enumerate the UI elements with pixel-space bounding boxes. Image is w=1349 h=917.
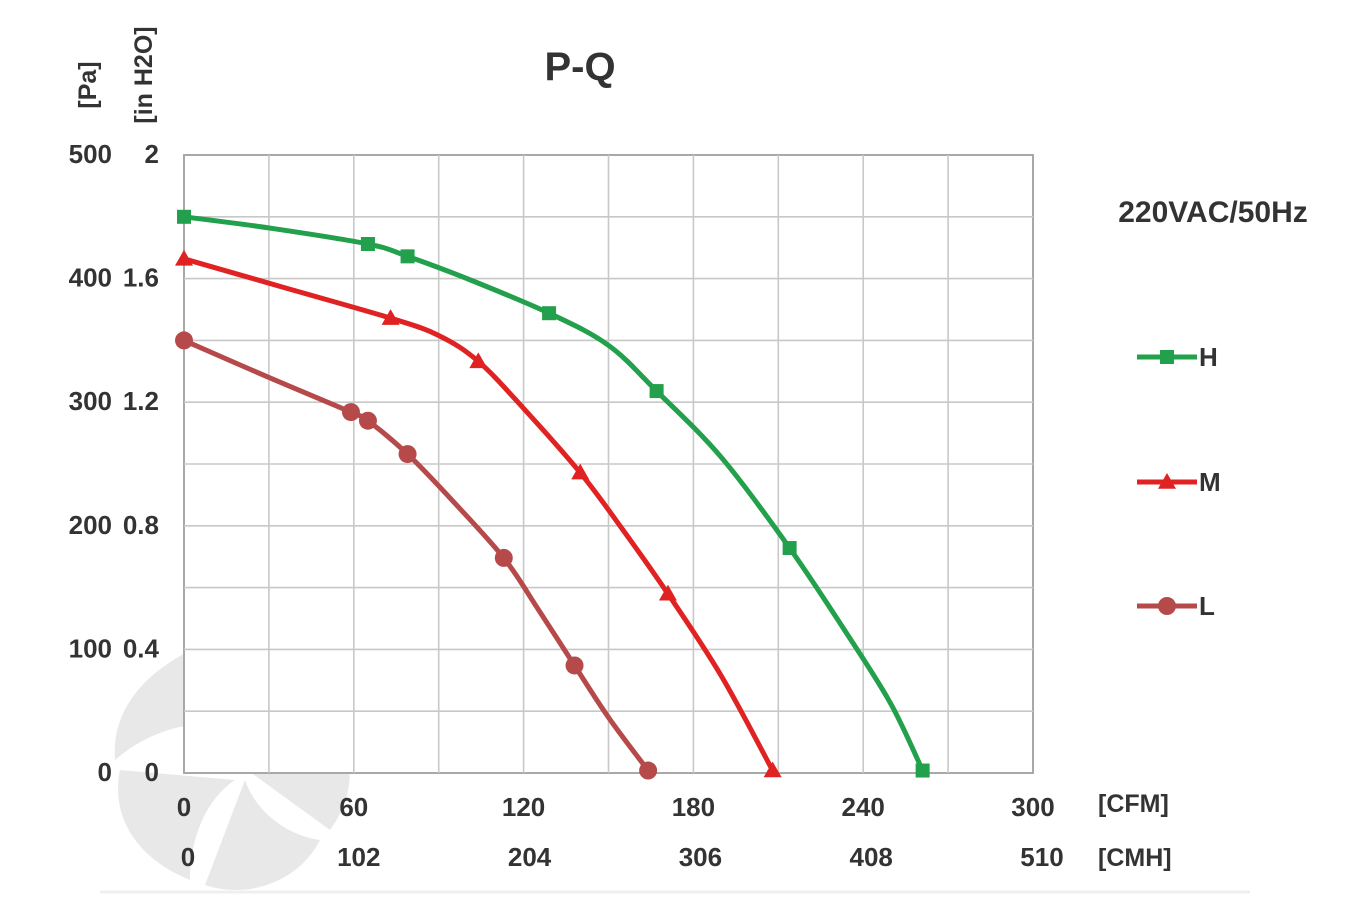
legend-label: H [1199, 342, 1218, 372]
y-tick-pa: 500 [69, 139, 112, 169]
chart-title: P-Q [544, 45, 615, 89]
data-point-l [398, 445, 417, 464]
plot-grid [183, 154, 1034, 774]
x-unit-cmh: [CMH] [1098, 844, 1172, 872]
y-tick-inh2o: 2 [145, 139, 159, 169]
x-tick-cfm: 0 [177, 792, 191, 822]
series-layer [175, 209, 930, 780]
legend-item-l: L [1137, 591, 1215, 621]
x-tick-cmh: 204 [508, 842, 552, 872]
chart-subtitle: 220VAC/50Hz [1118, 196, 1308, 229]
data-point-h [915, 763, 930, 778]
data-point-h [400, 249, 415, 264]
legend-item-h: H [1137, 342, 1218, 372]
y-tick-pa: 100 [69, 633, 112, 663]
series-line-l [181, 337, 651, 774]
data-point-h [360, 236, 375, 251]
legend-label: L [1199, 591, 1215, 621]
x-tick-cfm: 180 [672, 792, 715, 822]
x-tick-cfm: 240 [842, 792, 885, 822]
y-tick-inh2o: 0.8 [123, 510, 159, 540]
y-tick-inh2o: 0.4 [123, 633, 160, 663]
x-tick-cfm: 60 [339, 792, 368, 822]
x-tick-cmh: 306 [679, 842, 722, 872]
x-tick-cmh: 102 [337, 842, 380, 872]
data-point-l [565, 656, 584, 675]
series-line-m [181, 256, 776, 774]
legend-swatch-marker [1158, 597, 1176, 615]
legend-swatch-marker [1158, 473, 1176, 489]
x-tick-cfm: 300 [1011, 792, 1054, 822]
legend-label: M [1199, 467, 1221, 497]
axis-ticks: 0 60 120 180 240 300 0 102 204 306 408 510 0 100 200 30… [69, 139, 1064, 872]
x-tick-cmh: 510 [1020, 842, 1063, 872]
data-point-m [763, 761, 782, 778]
data-point-h [177, 209, 191, 224]
data-point-h [649, 384, 664, 399]
x-tick-cfm: 120 [502, 792, 545, 822]
y-tick-pa: 0 [98, 757, 112, 787]
data-point-l [358, 411, 377, 430]
y-tick-inh2o: 0 [145, 757, 159, 787]
y-unit-pa: [Pa] [74, 61, 102, 108]
series-h [177, 209, 930, 778]
data-point-l [494, 548, 513, 567]
y-tick-inh2o: 1.2 [123, 386, 159, 416]
x-tick-cmh: 0 [181, 842, 195, 872]
legend-swatch-marker [1160, 350, 1174, 364]
y-tick-pa: 200 [69, 510, 112, 540]
data-point-m [175, 249, 193, 266]
data-point-l [175, 331, 193, 350]
data-point-m [571, 463, 590, 480]
series-l [175, 331, 658, 780]
y-tick-pa: 300 [69, 386, 112, 416]
data-point-m [381, 309, 400, 325]
data-point-h [542, 306, 557, 321]
data-point-m [658, 584, 677, 601]
x-tick-cmh: 408 [850, 842, 893, 872]
series-m [175, 249, 782, 778]
y-tick-pa: 400 [69, 263, 112, 293]
x-unit-cfm: [CFM] [1098, 790, 1169, 818]
y-tick-inh2o: 1.6 [123, 263, 159, 293]
data-point-h [782, 541, 797, 556]
data-point-l [639, 761, 658, 780]
data-point-m [469, 352, 488, 369]
legend: H M L [1137, 342, 1221, 621]
data-point-l [341, 403, 360, 422]
legend-item-m: M [1137, 467, 1221, 497]
y-unit-inh2o: [in H2O] [130, 26, 158, 123]
